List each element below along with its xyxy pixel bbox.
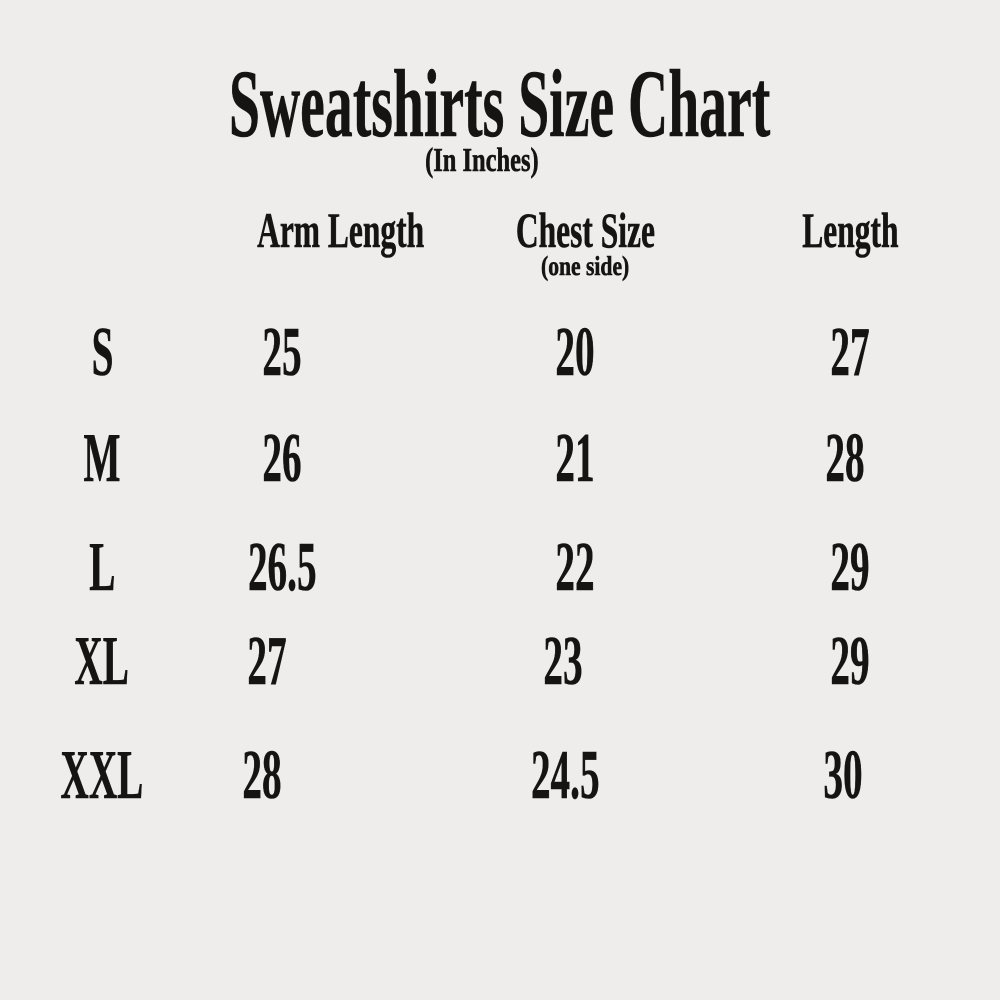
length-cell: 28 — [825, 420, 865, 497]
page-subtitle-text: (In Inches) — [425, 142, 539, 179]
table-row-m: M 26 21 28 — [0, 420, 940, 497]
page-title: Sweatshirts Size Chart — [0, 50, 1000, 157]
size-cell: M — [83, 420, 121, 497]
header-arm-length: Arm Length — [204, 205, 424, 280]
length-cell: 29 — [830, 623, 870, 700]
arm-length-cell: 26.5 — [247, 529, 317, 606]
length-cell: 29 — [830, 529, 870, 606]
chest-size-cell: 23 — [543, 623, 583, 700]
page-title-text: Sweatshirts Size Chart — [229, 50, 771, 157]
header-chest-size-sublabel: (one side) — [540, 251, 630, 281]
length-cell: 27 — [830, 314, 870, 391]
header-length: Length — [760, 205, 940, 280]
table-row-l: L 26.5 22 29 — [0, 529, 940, 606]
size-cell: XL — [74, 623, 130, 700]
chest-size-cell: 20 — [555, 314, 595, 391]
arm-length-cell: 26 — [262, 420, 302, 497]
arm-length-cell: 28 — [242, 737, 282, 814]
header-arm-length-label: Arm Length — [257, 202, 425, 258]
table-row-xxl: XXL 28 24.5 30 — [0, 737, 940, 814]
arm-length-cell: 25 — [262, 314, 302, 391]
table-header-row: Arm Length Chest Size (one side) Length — [0, 205, 940, 280]
arm-length-cell: 27 — [247, 623, 287, 700]
chest-size-cell: 24.5 — [530, 737, 600, 814]
length-cell: 30 — [823, 737, 863, 814]
header-length-label: Length — [801, 202, 899, 258]
header-chest-size: Chest Size (one side) — [410, 205, 760, 280]
header-size-spacer — [0, 205, 204, 280]
table-row-xl: XL 27 23 29 — [0, 623, 940, 700]
size-cell: L — [88, 529, 116, 606]
chest-size-cell: 21 — [555, 420, 595, 497]
chest-size-cell: 22 — [555, 529, 595, 606]
page-subtitle: (In Inches) — [0, 142, 1000, 179]
table-row-s: S 25 20 27 — [0, 314, 940, 391]
size-cell: XXL — [60, 737, 144, 814]
header-chest-size-label: Chest Size — [515, 202, 655, 258]
size-cell: S — [91, 314, 113, 391]
